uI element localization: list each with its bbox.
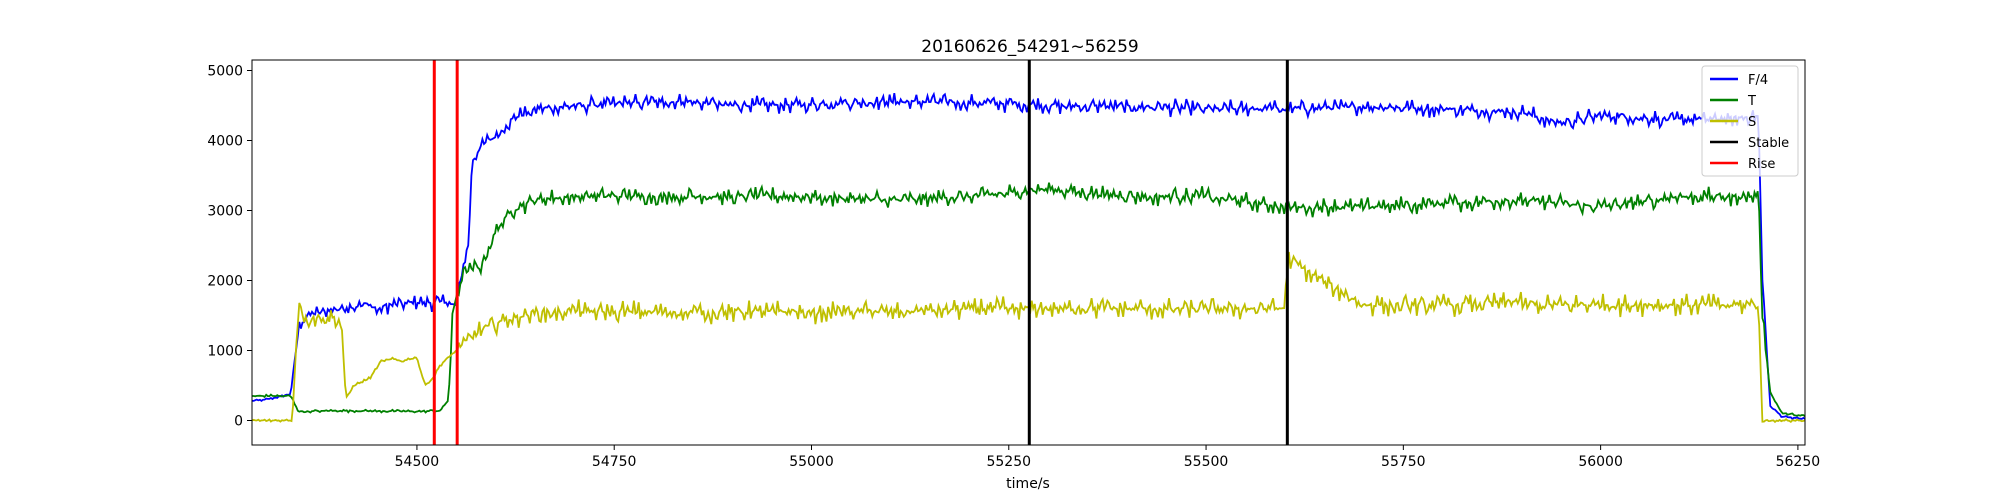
x-tick-label: 55750	[1381, 454, 1426, 470]
legend: F/4 TS Stable Rise	[1701, 65, 1799, 177]
legend-label: Stable	[1748, 136, 1789, 151]
tick-layer: 54500 54750 55000 55250 55500 55750 56000 56250…	[207, 64, 1820, 471]
legend-items: F/4 TS Stable Rise	[1710, 73, 1789, 172]
legend-box	[1701, 65, 1799, 177]
legend-label: S	[1748, 115, 1756, 130]
x-tick-label: 55000	[789, 454, 834, 470]
chart-title: 20160626_54291~56259	[921, 37, 1138, 57]
vline-layer	[432, 60, 1289, 445]
x-axis-label: time/s	[1006, 476, 1050, 492]
legend-label: T	[1747, 94, 1756, 109]
x-tick-label: 55250	[986, 454, 1031, 470]
legend-label: Rise	[1748, 157, 1775, 172]
y-tick-label: 4000	[207, 134, 243, 150]
plot-frame	[251, 59, 1806, 446]
x-tick-label: 56000	[1578, 454, 1623, 470]
y-tick-label: 0	[234, 414, 243, 430]
x-tick-label: 54500	[395, 454, 440, 470]
legend-label: F/4	[1748, 73, 1768, 88]
y-tick-label: 3000	[207, 204, 243, 220]
y-tick-label: 5000	[207, 64, 243, 80]
y-tick-label: 1000	[207, 344, 243, 360]
y-tick-label: 2000	[207, 274, 243, 290]
x-tick-label: 56250	[1776, 454, 1821, 470]
x-tick-label: 55500	[1184, 454, 1229, 470]
x-tick-label: 54750	[592, 454, 637, 470]
